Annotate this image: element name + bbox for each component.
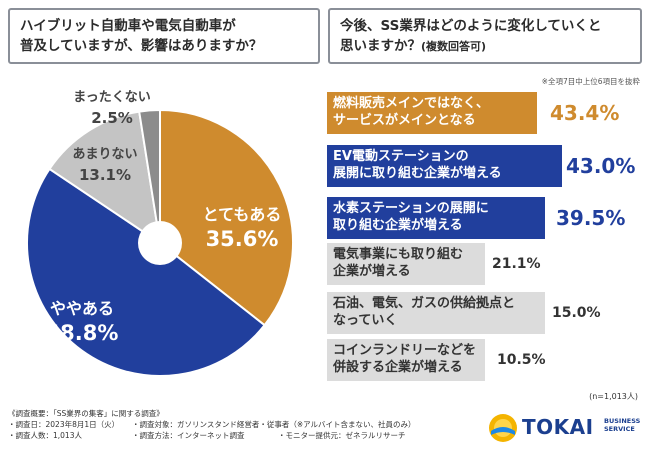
bar-item: 燃料販売メインではなく、 サービスがメインとなる [327, 92, 537, 134]
bar-label-line1: コインランドリーなどを [333, 343, 477, 358]
pie-slice-value: 35.6% [206, 227, 279, 251]
bar-value: 15.0% [552, 305, 601, 321]
bar-item: 水素ステーションの展開に 取り組む企業が増える [327, 197, 545, 239]
survey-date: ・調査日：2023年8月1日（火） [8, 420, 120, 429]
left-question-title: ハイブリット自動車や電気自動車が 普及していますが、影響はありますか？ [8, 8, 320, 64]
bar-label-line2: 展開に取り組む企業が増える [333, 166, 502, 181]
right-question-title: 今後、SS業界はどのように変化していくと 思いますか？(複数回答可) [328, 8, 642, 64]
right-title-suffix: (複数回答可) [421, 40, 487, 53]
bar-value: 10.5% [497, 352, 546, 368]
survey-provider: ・モニター提供元：ゼネラルリサーチ [278, 431, 406, 440]
right-title-line2: 思いますか？ [340, 38, 421, 54]
bar-item: 石油、電気、ガスの供給拠点と なっていく [327, 292, 545, 334]
survey-overview: 《調査概要：「SS業界の集客」に関する調査》 ・調査日：2023年8月1日（火）… [8, 408, 416, 441]
tokai-sun-icon [489, 414, 517, 442]
bar-label-line2: 企業が増える [333, 264, 411, 279]
bar-item: 電気事業にも取り組む 企業が増える [327, 243, 485, 285]
survey-heading: 《調査概要：「SS業界の集客」に関する調査》 [8, 409, 164, 418]
logo-sub1: BUSINESS [604, 417, 641, 425]
bar-item: コインランドリーなどを 併設する企業が増える [327, 339, 485, 381]
bar-label-line2: サービスがメインとなる [333, 113, 476, 128]
bar-label-line1: EV電動ステーションの [333, 149, 469, 164]
pie-slice-label: まったくない [73, 90, 150, 105]
bar-item: EV電動ステーションの展開に取り組む企業が増える [327, 145, 562, 187]
pie-slice [26, 167, 266, 377]
bar-value: 43.4% [550, 101, 620, 125]
pie-slice-value: 2.5% [91, 109, 133, 127]
bar-label-line2: なっていく [333, 313, 398, 328]
sample-size: (n=1,013人) [589, 392, 638, 401]
left-title-line2: 普及していますが、影響はありますか？ [20, 38, 263, 54]
bar-label-line2: 取り組む企業が増える [333, 218, 463, 233]
donut-chart: とてもある 35.6% ややある 48.8% あまりない 13.1% まったくない 2.5% [26, 90, 294, 377]
bar-value: 43.0% [566, 154, 636, 178]
bar-value: 39.5% [556, 206, 626, 230]
pie-slice-label: あまりない [72, 147, 137, 162]
bar-label-line1: 燃料販売メインではなく、 [333, 96, 490, 111]
logo-sub2: SERVICE [604, 425, 635, 433]
tokai-logo: TOKAI BUSINESS SERVICE [488, 413, 644, 443]
survey-method: ・調査方法：インターネット調査 [132, 431, 245, 440]
pie-slice-value: 48.8% [46, 321, 119, 345]
left-title-line1: ハイブリット自動車や電気自動車が [20, 18, 236, 34]
pie-slice [159, 108, 294, 327]
right-title-line1: 今後、SS業界はどのように変化していくと [340, 18, 602, 34]
bar-value: 21.1% [492, 256, 541, 272]
pie-slice [138, 108, 161, 244]
bar-label-line1: 石油、電気、ガスの供給拠点と [333, 296, 516, 311]
bar-label-line1: 電気事業にも取り組む [333, 247, 464, 262]
bar-label-line1: 水素ステーションの展開に [333, 201, 489, 216]
pie-slice [48, 110, 162, 246]
selection-note: ※全項7目中上位6項目を抜粋 [541, 77, 640, 86]
pie-slice-value: 13.1% [79, 166, 131, 184]
survey-target: ・調査対象：ガソリンスタンド経営者・従事者（※アルバイト含まない、社員のみ） [132, 420, 416, 429]
bar-label-line2: 併設する企業が増える [333, 360, 463, 375]
pie-slice-label: とてもある [203, 205, 282, 224]
pie-slice-label: ややある [50, 299, 114, 318]
donut-hole [138, 221, 182, 265]
logo-name: TOKAI [522, 415, 594, 439]
survey-count: ・調査人数：1,013人 [8, 431, 82, 440]
